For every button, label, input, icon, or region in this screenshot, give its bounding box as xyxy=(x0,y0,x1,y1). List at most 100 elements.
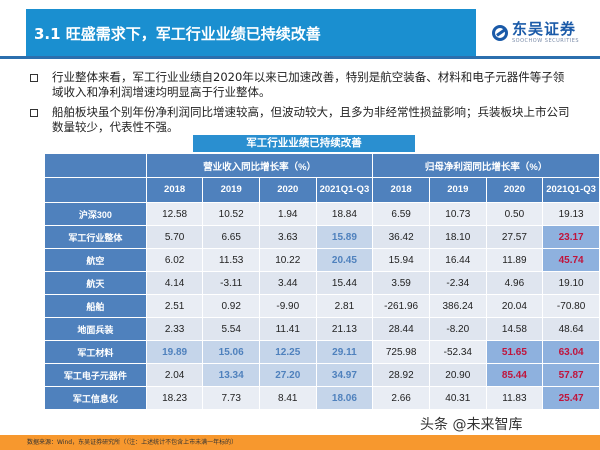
slide-title: 3.1 旺盛需求下，军工行业业绩已持续改善 xyxy=(34,25,321,43)
row-label: 军工信息化 xyxy=(45,387,147,410)
table-row: 沪深300 12.58 10.52 1.94 18.84 6.59 10.73 … xyxy=(45,203,600,226)
year-header: 2018 xyxy=(373,178,430,203)
bullet-item: 船舶板块虽个别年份净利润同比增速较高，但波动较大，且多为非经常性损益影响；兵装板… xyxy=(30,105,570,135)
year-header: 2020 xyxy=(486,178,544,203)
bullet-text: 行业整体来看，军工行业业绩自2020年以来已加速改善，特别是航空装备、材料和电子… xyxy=(52,70,565,99)
table-cell: -3.11 xyxy=(203,272,260,295)
table-cell: -261.96 xyxy=(373,295,430,318)
row-label: 军工行业整体 xyxy=(45,226,147,249)
table-row: 地面兵装 2.33 5.54 11.41 21.13 28.44 -8.20 1… xyxy=(45,318,600,341)
table-cell: 15.94 xyxy=(373,249,430,272)
table-cell: 3.44 xyxy=(259,272,317,295)
table-row: 军工材料 19.89 15.06 12.25 29.11 725.98 -52.… xyxy=(45,341,600,364)
table-cell: 4.14 xyxy=(146,272,204,295)
profit-group-header: 归母净利润同比增长率（%） xyxy=(373,154,600,178)
revenue-group-header: 营业收入同比增长率（%） xyxy=(146,154,374,178)
highlighted-cell: 12.25 xyxy=(259,341,317,364)
footer-source-bar: 数据来源：Wind，东吴证券研究所（（注：上述统计不包含上市未满一年标的） xyxy=(0,435,600,450)
performance-table: 营业收入同比增长率（%） 归母净利润同比增长率（%） 2018 2019 202… xyxy=(45,154,600,410)
table-cell: 18.84 xyxy=(316,203,374,226)
table-cell: 18.10 xyxy=(429,226,487,249)
table-cell: 3.63 xyxy=(259,226,317,249)
table-cell: 12.58 xyxy=(146,203,204,226)
table-row: 航空 6.02 11.53 10.22 20.45 15.94 16.44 11… xyxy=(45,249,600,272)
table-cell: 11.41 xyxy=(259,318,317,341)
row-label: 地面兵装 xyxy=(45,318,147,341)
table-cell: 2.04 xyxy=(146,364,204,387)
logo-mark-icon xyxy=(492,25,508,41)
table-cell: 725.98 xyxy=(373,341,430,364)
table-cell: 0.92 xyxy=(203,295,260,318)
table-cell: 11.53 xyxy=(203,249,260,272)
table-cell: 2.33 xyxy=(146,318,204,341)
slide-title-bar: 3.1 旺盛需求下，军工行业业绩已持续改善 xyxy=(26,9,476,58)
table-cell: 28.92 xyxy=(373,364,430,387)
row-label: 船舶 xyxy=(45,295,147,318)
table-cell: 1.94 xyxy=(259,203,317,226)
highlighted-cell: 20.45 xyxy=(316,249,374,272)
table-cell: 6.65 xyxy=(203,226,260,249)
table-caption: 军工行业业绩已持续改善 xyxy=(193,135,415,152)
table-cell: 6.02 xyxy=(146,249,204,272)
group-header-row: 营业收入同比增长率（%） 归母净利润同比增长率（%） xyxy=(45,154,600,178)
year-header: 2019 xyxy=(203,178,260,203)
bullet-item: 行业整体来看，军工行业业绩自2020年以来已加速改善，特别是航空装备、材料和电子… xyxy=(30,70,570,100)
table-cell: 40.31 xyxy=(429,387,487,410)
table-cell: 14.58 xyxy=(486,318,544,341)
table-cell: -52.34 xyxy=(429,341,487,364)
table-row: 航天 4.14 -3.11 3.44 15.44 3.59 -2.34 4.96… xyxy=(45,272,600,295)
table-cell: 0.50 xyxy=(486,203,544,226)
table-cell: 5.54 xyxy=(203,318,260,341)
table-row: 军工行业整体 5.70 6.65 3.63 15.89 36.42 18.10 … xyxy=(45,226,600,249)
table-cell: 28.44 xyxy=(373,318,430,341)
table-cell: 48.64 xyxy=(543,318,600,341)
corner-cell xyxy=(45,178,147,203)
row-label: 航空 xyxy=(45,249,147,272)
highlighted-cell: 25.47 xyxy=(543,387,600,410)
table-cell: 7.73 xyxy=(203,387,260,410)
table-cell: 10.22 xyxy=(259,249,317,272)
table-cell: 27.57 xyxy=(486,226,544,249)
table-cell: 20.90 xyxy=(429,364,487,387)
table-cell: 16.44 xyxy=(429,249,487,272)
table-cell: 20.04 xyxy=(486,295,544,318)
table-cell: 11.89 xyxy=(486,249,544,272)
table-cell: 11.83 xyxy=(486,387,544,410)
bullet-list: 行业整体来看，军工行业业绩自2020年以来已加速改善，特别是航空装备、材料和电子… xyxy=(30,70,570,140)
footer-source-text: 数据来源：Wind，东吴证券研究所（（注：上述统计不包含上市未满一年标的） xyxy=(27,439,238,446)
table-cell: 4.96 xyxy=(486,272,544,295)
checkbox-bullet-icon xyxy=(30,74,38,82)
table-cell: 15.44 xyxy=(316,272,374,295)
table-cell: 2.51 xyxy=(146,295,204,318)
table-row: 军工电子元器件 2.04 13.34 27.20 34.97 28.92 20.… xyxy=(45,364,600,387)
row-label: 军工电子元器件 xyxy=(45,364,147,387)
table-cell: -9.90 xyxy=(259,295,317,318)
year-header-row: 2018 2019 2020 2021Q1-Q3 2018 2019 2020 … xyxy=(45,178,600,203)
bullet-text: 船舶板块虽个别年份净利润同比增速较高，但波动较大，且多为非经常性损益影响；兵装板… xyxy=(52,105,570,134)
table-cell: -8.20 xyxy=(429,318,487,341)
table-cell: 386.24 xyxy=(429,295,487,318)
highlighted-cell: 34.97 xyxy=(316,364,374,387)
table-cell: 21.13 xyxy=(316,318,374,341)
highlighted-cell: 23.17 xyxy=(543,226,600,249)
table-cell: 36.42 xyxy=(373,226,430,249)
highlighted-cell: 15.89 xyxy=(316,226,374,249)
company-logo: 东吴证券 SOOCHOW SECURITIES xyxy=(492,14,592,52)
table-row: 军工信息化 18.23 7.73 8.41 18.06 2.66 40.31 1… xyxy=(45,387,600,410)
table-row: 船舶 2.51 0.92 -9.90 2.81 -261.96 386.24 2… xyxy=(45,295,600,318)
table-cell: 18.23 xyxy=(146,387,204,410)
logo-name-cn: 东吴证券 xyxy=(512,20,577,38)
row-label: 航天 xyxy=(45,272,147,295)
highlighted-cell: 29.11 xyxy=(316,341,374,364)
year-header: 2020 xyxy=(259,178,317,203)
row-label: 军工材料 xyxy=(45,341,147,364)
table-cell: 10.52 xyxy=(203,203,260,226)
highlighted-cell: 13.34 xyxy=(203,364,260,387)
highlighted-cell: 51.65 xyxy=(486,341,544,364)
year-header: 2018 xyxy=(146,178,204,203)
corner-cell xyxy=(45,154,147,178)
highlighted-cell: 18.06 xyxy=(316,387,374,410)
table-cell: -70.80 xyxy=(543,295,600,318)
table-cell: -2.34 xyxy=(429,272,487,295)
table-cell: 8.41 xyxy=(259,387,317,410)
